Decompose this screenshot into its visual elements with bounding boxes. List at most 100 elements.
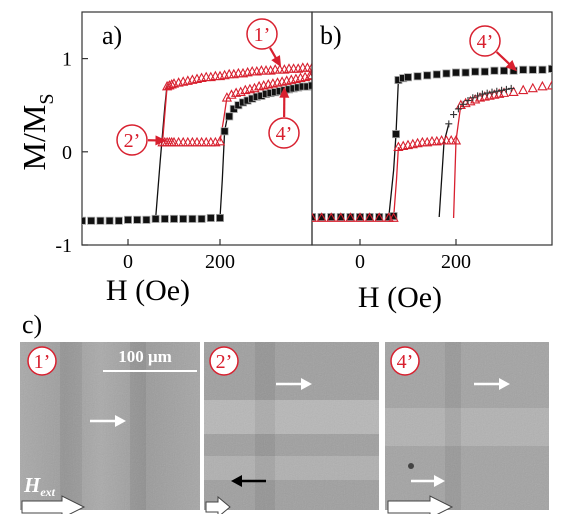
- svg-text:2’: 2’: [216, 351, 233, 373]
- data-point-s0-20: [471, 67, 480, 76]
- data-point-s2-2: [454, 105, 462, 113]
- axis-ticks-b: 0 200: [355, 239, 471, 273]
- scale-bar-label: 100 μm: [118, 347, 172, 366]
- data-point-s2-11: [498, 86, 506, 94]
- data-point-s0-8: [151, 214, 160, 223]
- magnetization-arrow-right: [411, 475, 445, 487]
- loop-line-1: [219, 119, 228, 219]
- data-point-s0-11: [179, 214, 188, 223]
- badge-3: 4’: [390, 346, 420, 376]
- panel-label-a: a): [102, 21, 122, 50]
- data-point-s0-21: [480, 67, 489, 76]
- data-point-s2-3: [459, 100, 467, 108]
- x-axis-label-a: H (Oe): [106, 274, 190, 307]
- loop-line-2: [452, 105, 462, 219]
- data-point-s0-13: [197, 214, 206, 223]
- data-point-s1-16: [221, 92, 233, 102]
- data-point-s0-4: [114, 216, 123, 225]
- x-tick-label: 0: [355, 251, 365, 273]
- data-point-s2-10: [493, 87, 501, 95]
- loop-lines-b: [388, 79, 462, 219]
- loop-line-2: [161, 86, 168, 143]
- defect-spot: [408, 463, 414, 469]
- data-point-s0-0: [82, 216, 87, 225]
- data-point-s0-3: [105, 216, 114, 225]
- panel-label-c: c): [22, 310, 42, 339]
- y-tick-label: -1: [55, 235, 72, 257]
- applied-field-arrow: [387, 495, 454, 514]
- callout-label: 1’: [254, 24, 271, 46]
- data-point-s2-8: [483, 89, 491, 97]
- data-point-s0-23: [499, 66, 508, 75]
- callout-0: 1’: [246, 18, 282, 68]
- data-point-s1-36: [537, 80, 548, 91]
- data-point-s0-17: [225, 112, 234, 121]
- callouts-a: 1’ 2’ 4’: [116, 18, 300, 156]
- data-point-s0-14: [413, 72, 422, 81]
- data-point-s0-10: [391, 130, 400, 139]
- data-point-s0-15: [423, 71, 432, 80]
- data-point-s2-13: [507, 84, 515, 92]
- data-point-s1-37: [546, 79, 552, 90]
- data-point-s2-5: [469, 94, 477, 102]
- data-point-s0-14: [206, 213, 215, 222]
- data-point-s1-7: [374, 212, 385, 222]
- data-point-s2-2: [166, 79, 177, 89]
- field-label: Hext: [23, 473, 56, 499]
- data-point-s1-15: [214, 135, 226, 146]
- callout-0: 4’: [469, 25, 517, 72]
- x-tick-label: 200: [205, 251, 235, 273]
- data-point-s0-26: [528, 65, 537, 74]
- svg-text:M/MS: M/MS: [16, 94, 58, 171]
- data-point-s0-1: [87, 216, 96, 225]
- data-point-s2-7: [478, 90, 486, 98]
- loop-line-3: [438, 123, 450, 218]
- y-axis-label-sub: S: [36, 94, 58, 105]
- axis-ticks-a: 0 200 -1 0 1: [55, 49, 235, 273]
- x-axis-label-b: H (Oe): [358, 281, 442, 314]
- magnetization-arrow-left: [231, 475, 266, 487]
- data-point-s0-25: [519, 65, 528, 74]
- data-point-s0-9: [160, 214, 169, 223]
- magnetization-arrow-right: [90, 415, 126, 427]
- svg-text:4’: 4’: [397, 351, 414, 373]
- x-tick-label: 200: [441, 251, 471, 273]
- data-point-s2-1: [450, 111, 458, 119]
- data-point-s1-2: [326, 212, 337, 222]
- data-point-s0-28: [548, 64, 552, 73]
- data-point-s0-22: [490, 66, 499, 75]
- badge-2: 2’: [209, 346, 239, 376]
- data-point-s0-12: [188, 214, 197, 223]
- data-point-s0-16: [220, 127, 229, 136]
- data-point-s2-0: [445, 120, 453, 128]
- loop-line-0: [388, 79, 400, 218]
- magnetization-arrow-right: [276, 378, 312, 390]
- x-tick-label: 0: [123, 251, 133, 273]
- y-axis-label-main: M/M: [16, 105, 52, 171]
- data-point-s1-3: [335, 212, 346, 222]
- data-markers-a: [82, 62, 312, 225]
- callout-label: 4’: [477, 31, 494, 53]
- data-point-s1-9: [388, 212, 399, 222]
- data-point-s1-0: [312, 212, 318, 222]
- data-point-s0-6: [133, 215, 142, 224]
- y-tick-label: 0: [62, 142, 72, 164]
- data-point-s0-10: [169, 214, 178, 223]
- data-point-s1-6: [364, 212, 375, 222]
- data-point-s0-17: [442, 69, 451, 78]
- kerr-image-3: 4’: [385, 342, 549, 514]
- data-point-s1-35: [306, 69, 312, 80]
- data-point-s0-2: [96, 216, 105, 225]
- data-point-s0-7: [142, 215, 151, 224]
- data-point-s0-27: [538, 65, 547, 74]
- magnetization-arrow-right: [474, 378, 510, 390]
- data-point-s0-18: [451, 68, 460, 77]
- data-point-s2-9: [488, 88, 496, 96]
- data-point-s2-4: [464, 97, 472, 105]
- data-point-s0-13: [403, 73, 412, 82]
- y-tick-label: 1: [62, 49, 72, 71]
- data-point-s2-6: [474, 92, 482, 100]
- data-point-s0-16: [432, 70, 441, 79]
- applied-field-arrow: [21, 495, 86, 514]
- data-point-s1-22: [450, 134, 462, 145]
